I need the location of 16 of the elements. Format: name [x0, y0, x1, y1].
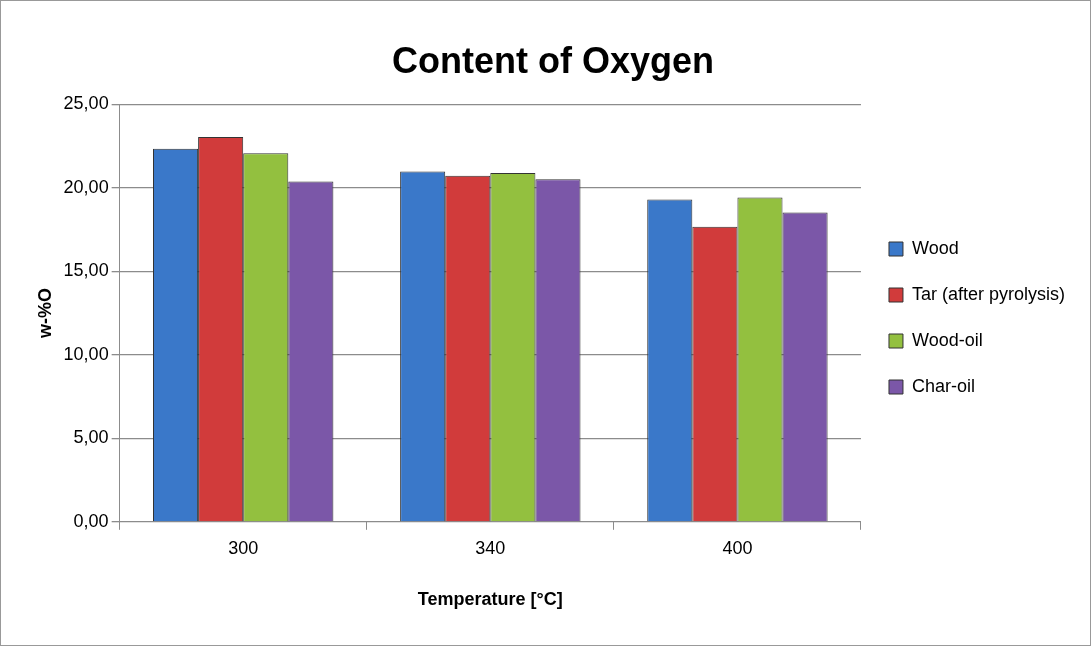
chart-title: Content of Oxygen — [392, 39, 714, 81]
y-tick-label: 15,00 — [63, 260, 109, 281]
x-tick-label: 300 — [228, 537, 259, 558]
y-tick-label: 25,00 — [63, 93, 109, 114]
legend-label: Char-oil — [911, 375, 975, 396]
y-tick-label: 10,00 — [63, 343, 109, 364]
x-axis-title: Temperature [°C] — [417, 589, 563, 610]
legend-label: Wood — [911, 237, 959, 258]
y-tick-label: 20,00 — [63, 176, 109, 197]
x-tick-label: 400 — [722, 537, 753, 558]
x-tick-label: 340 — [475, 537, 506, 558]
legend-label: Tar (after pyrolysis) — [911, 283, 1065, 304]
legend-label: Wood-oil — [911, 329, 983, 350]
y-axis-title: w-%O — [34, 287, 55, 340]
y-tick-label: 5,00 — [73, 427, 109, 448]
y-tick-label: 0,00 — [73, 510, 109, 531]
